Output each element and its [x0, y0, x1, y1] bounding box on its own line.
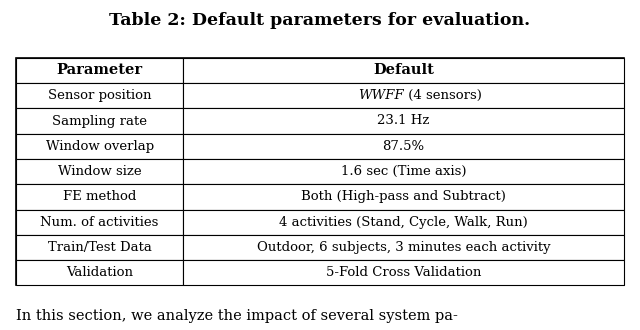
Text: Num. of activities: Num. of activities: [40, 216, 159, 229]
Text: Window overlap: Window overlap: [45, 140, 154, 153]
Text: Both (High-pass and Subtract): Both (High-pass and Subtract): [301, 190, 506, 203]
Text: 1.6 sec (Time axis): 1.6 sec (Time axis): [341, 165, 467, 178]
Text: Outdoor, 6 subjects, 3 minutes each activity: Outdoor, 6 subjects, 3 minutes each acti…: [257, 241, 550, 254]
Text: Sensor position: Sensor position: [48, 89, 151, 102]
Text: In this section, we analyze the impact of several system pa-: In this section, we analyze the impact o…: [16, 309, 458, 322]
Text: Window size: Window size: [58, 165, 141, 178]
Text: 23.1 Hz: 23.1 Hz: [378, 115, 430, 127]
Text: WWFF: WWFF: [358, 89, 404, 102]
Text: Default: Default: [373, 63, 434, 78]
Text: FE method: FE method: [63, 190, 136, 203]
Text: Validation: Validation: [66, 266, 133, 279]
Text: ​ (4 sensors): ​ (4 sensors): [404, 89, 481, 102]
Text: 5-Fold Cross Validation: 5-Fold Cross Validation: [326, 266, 481, 279]
Text: Train/Test Data: Train/Test Data: [47, 241, 152, 254]
Text: Table 2: Default parameters for evaluation.: Table 2: Default parameters for evaluati…: [109, 12, 531, 29]
Text: 4 activities (Stand, Cycle, Walk, Run): 4 activities (Stand, Cycle, Walk, Run): [279, 216, 528, 229]
Text: 87.5%: 87.5%: [383, 140, 425, 153]
Text: Sampling rate: Sampling rate: [52, 115, 147, 127]
Text: Parameter: Parameter: [56, 63, 143, 78]
